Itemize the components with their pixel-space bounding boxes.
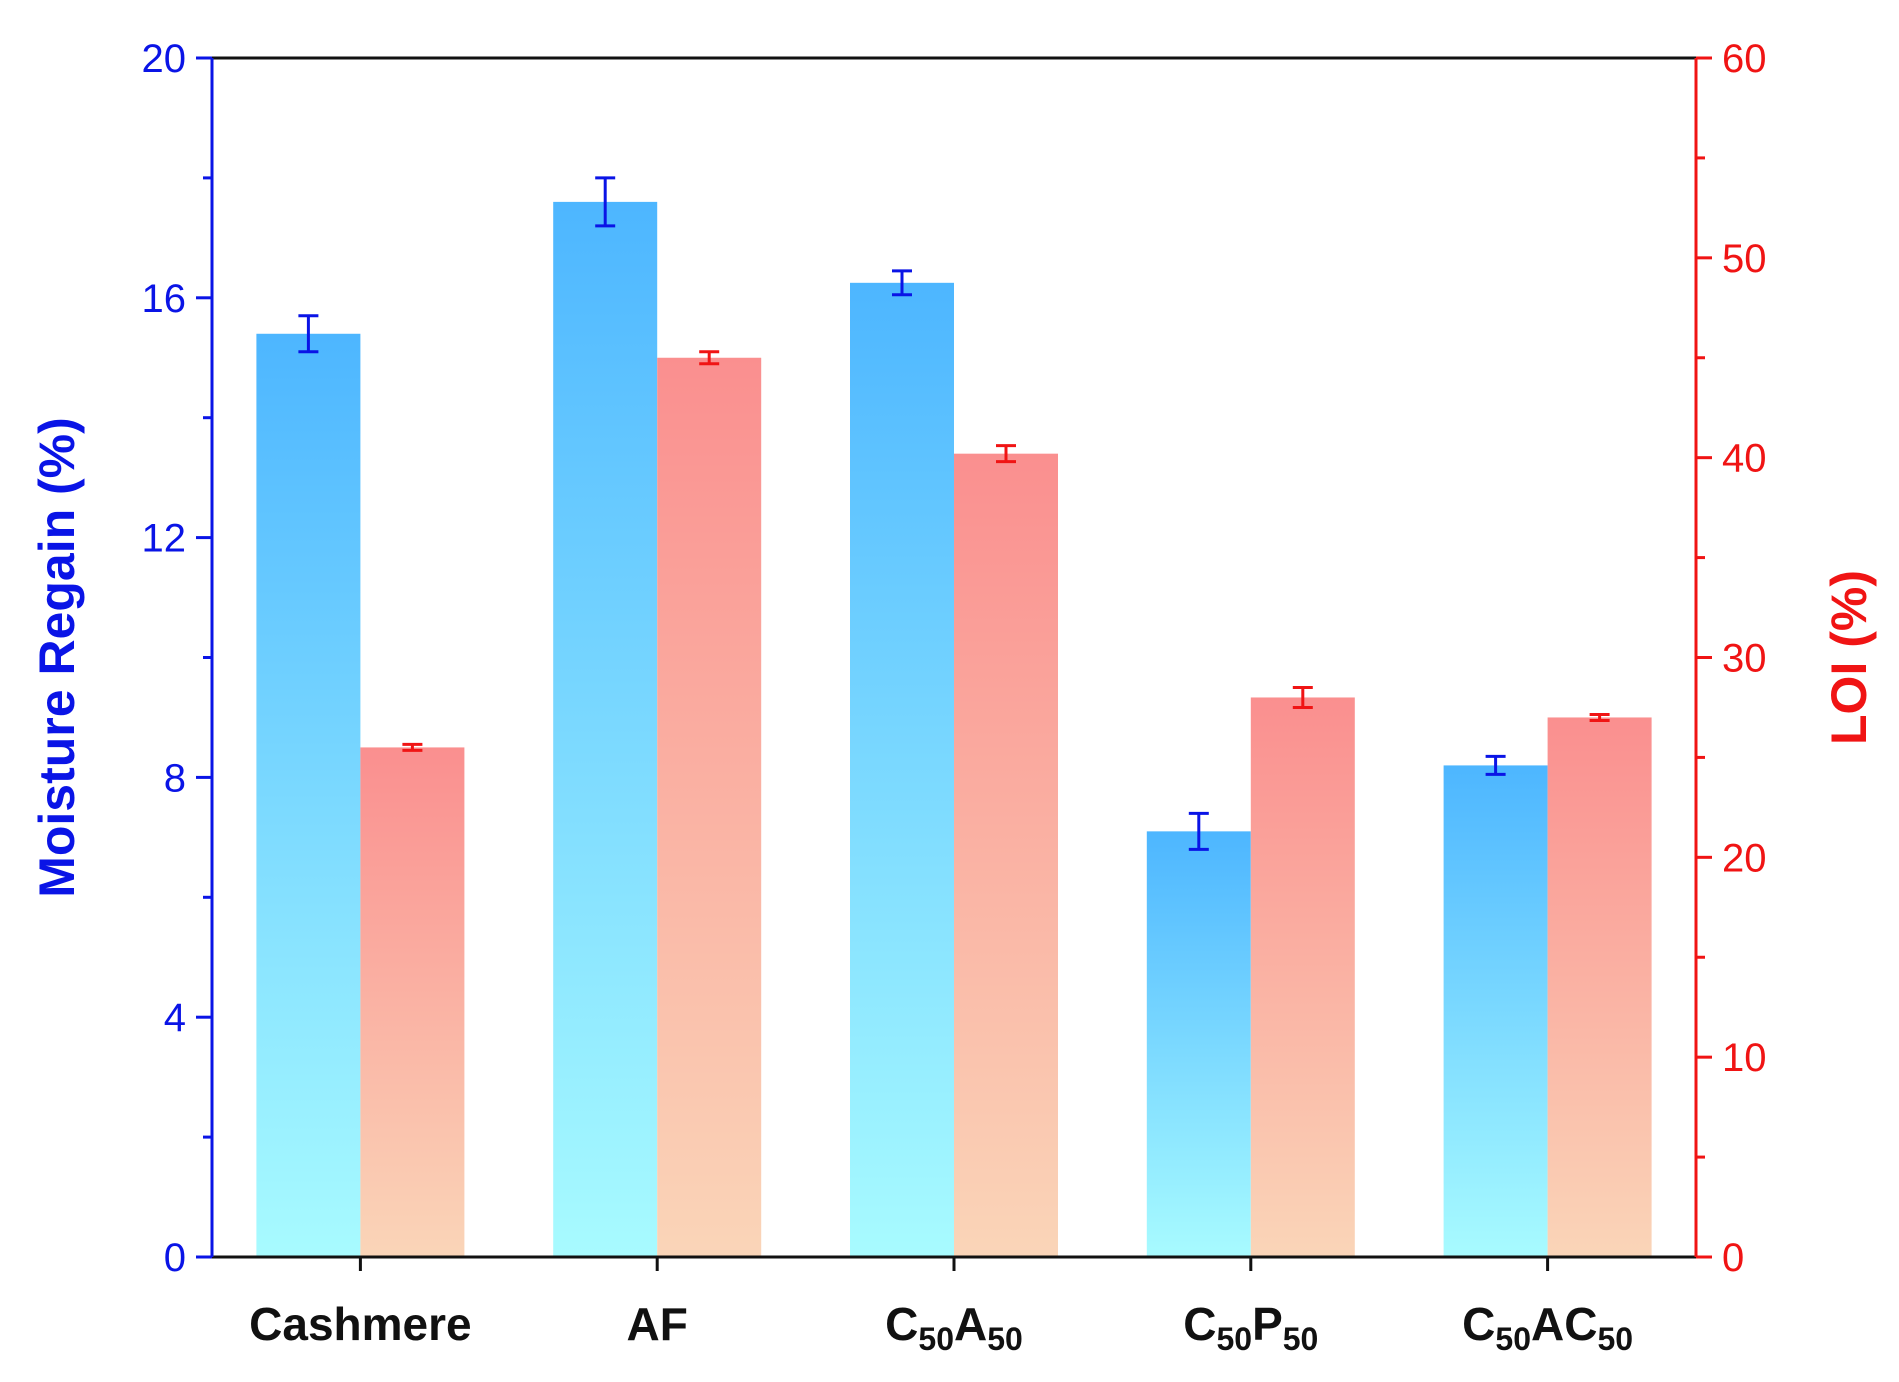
left-y-tick-label-8: 8 xyxy=(164,756,186,800)
right-y-tick-label-20: 20 xyxy=(1722,836,1767,880)
error-bar-loi-c50a50 xyxy=(996,444,1016,464)
error-bar-moisture-c50ac50 xyxy=(1485,754,1506,776)
left-y-tick-label-16: 16 xyxy=(142,277,187,321)
error-bar-moisture-c50p50 xyxy=(1188,811,1209,851)
left-y-tick-label-0: 0 xyxy=(164,1236,186,1280)
bar-loi-c50a50 xyxy=(954,453,1058,1257)
bar-loi-cashmere xyxy=(360,747,465,1257)
bar-loi-c50p50 xyxy=(1250,697,1355,1257)
labels-layer: Cashmere AF C50A50 C50P50 C50AC50 0 4 8 12 16 20 0 1… xyxy=(29,37,1877,1357)
error-bar-loi-cashmere xyxy=(402,742,423,752)
bar-moisture-c50p50 xyxy=(1146,831,1251,1257)
right-y-tick-label-60: 60 xyxy=(1722,37,1767,81)
right-y-axis-title: LOI (%) xyxy=(1821,570,1877,745)
category-label-cashmere: Cashmere xyxy=(249,1298,471,1350)
right-y-tick-label-40: 40 xyxy=(1722,437,1767,481)
error-bar-loi-c50p50 xyxy=(1292,685,1313,709)
category-label-af: AF xyxy=(627,1298,688,1350)
bar-moisture-c50ac50 xyxy=(1443,765,1548,1257)
category-label-c50a50: C50A50 xyxy=(885,1298,1023,1357)
bar-loi-af xyxy=(657,357,762,1257)
bar-moisture-cashmere xyxy=(256,333,361,1257)
right-y-tick-label-10: 10 xyxy=(1722,1036,1767,1080)
error-bar-moisture-af xyxy=(595,176,616,228)
left-y-tick-label-12: 12 xyxy=(142,517,187,561)
right-y-tick-label-30: 30 xyxy=(1722,637,1767,681)
category-label-c50ac50: C50AC50 xyxy=(1462,1298,1633,1357)
error-bars-layer xyxy=(298,176,1610,851)
error-bar-loi-af xyxy=(699,350,720,366)
right-y-tick-label-0: 0 xyxy=(1722,1236,1744,1280)
right-y-tick-label-50: 50 xyxy=(1722,237,1767,281)
error-bar-moisture-cashmere xyxy=(298,314,319,354)
bar-loi-c50ac50 xyxy=(1547,717,1652,1257)
bar-moisture-af xyxy=(553,201,658,1257)
left-y-tick-label-20: 20 xyxy=(142,37,187,81)
error-bar-moisture-c50a50 xyxy=(892,269,912,297)
bar-moisture-c50a50 xyxy=(850,282,954,1257)
left-y-axis-title: Moisture Regain (%) xyxy=(29,417,85,898)
category-label-c50p50: C50P50 xyxy=(1183,1298,1318,1357)
axes-layer xyxy=(196,56,1712,1271)
left-y-tick-label-4: 4 xyxy=(164,996,186,1040)
bars-layer xyxy=(256,201,1652,1257)
error-bar-loi-c50ac50 xyxy=(1589,712,1610,722)
